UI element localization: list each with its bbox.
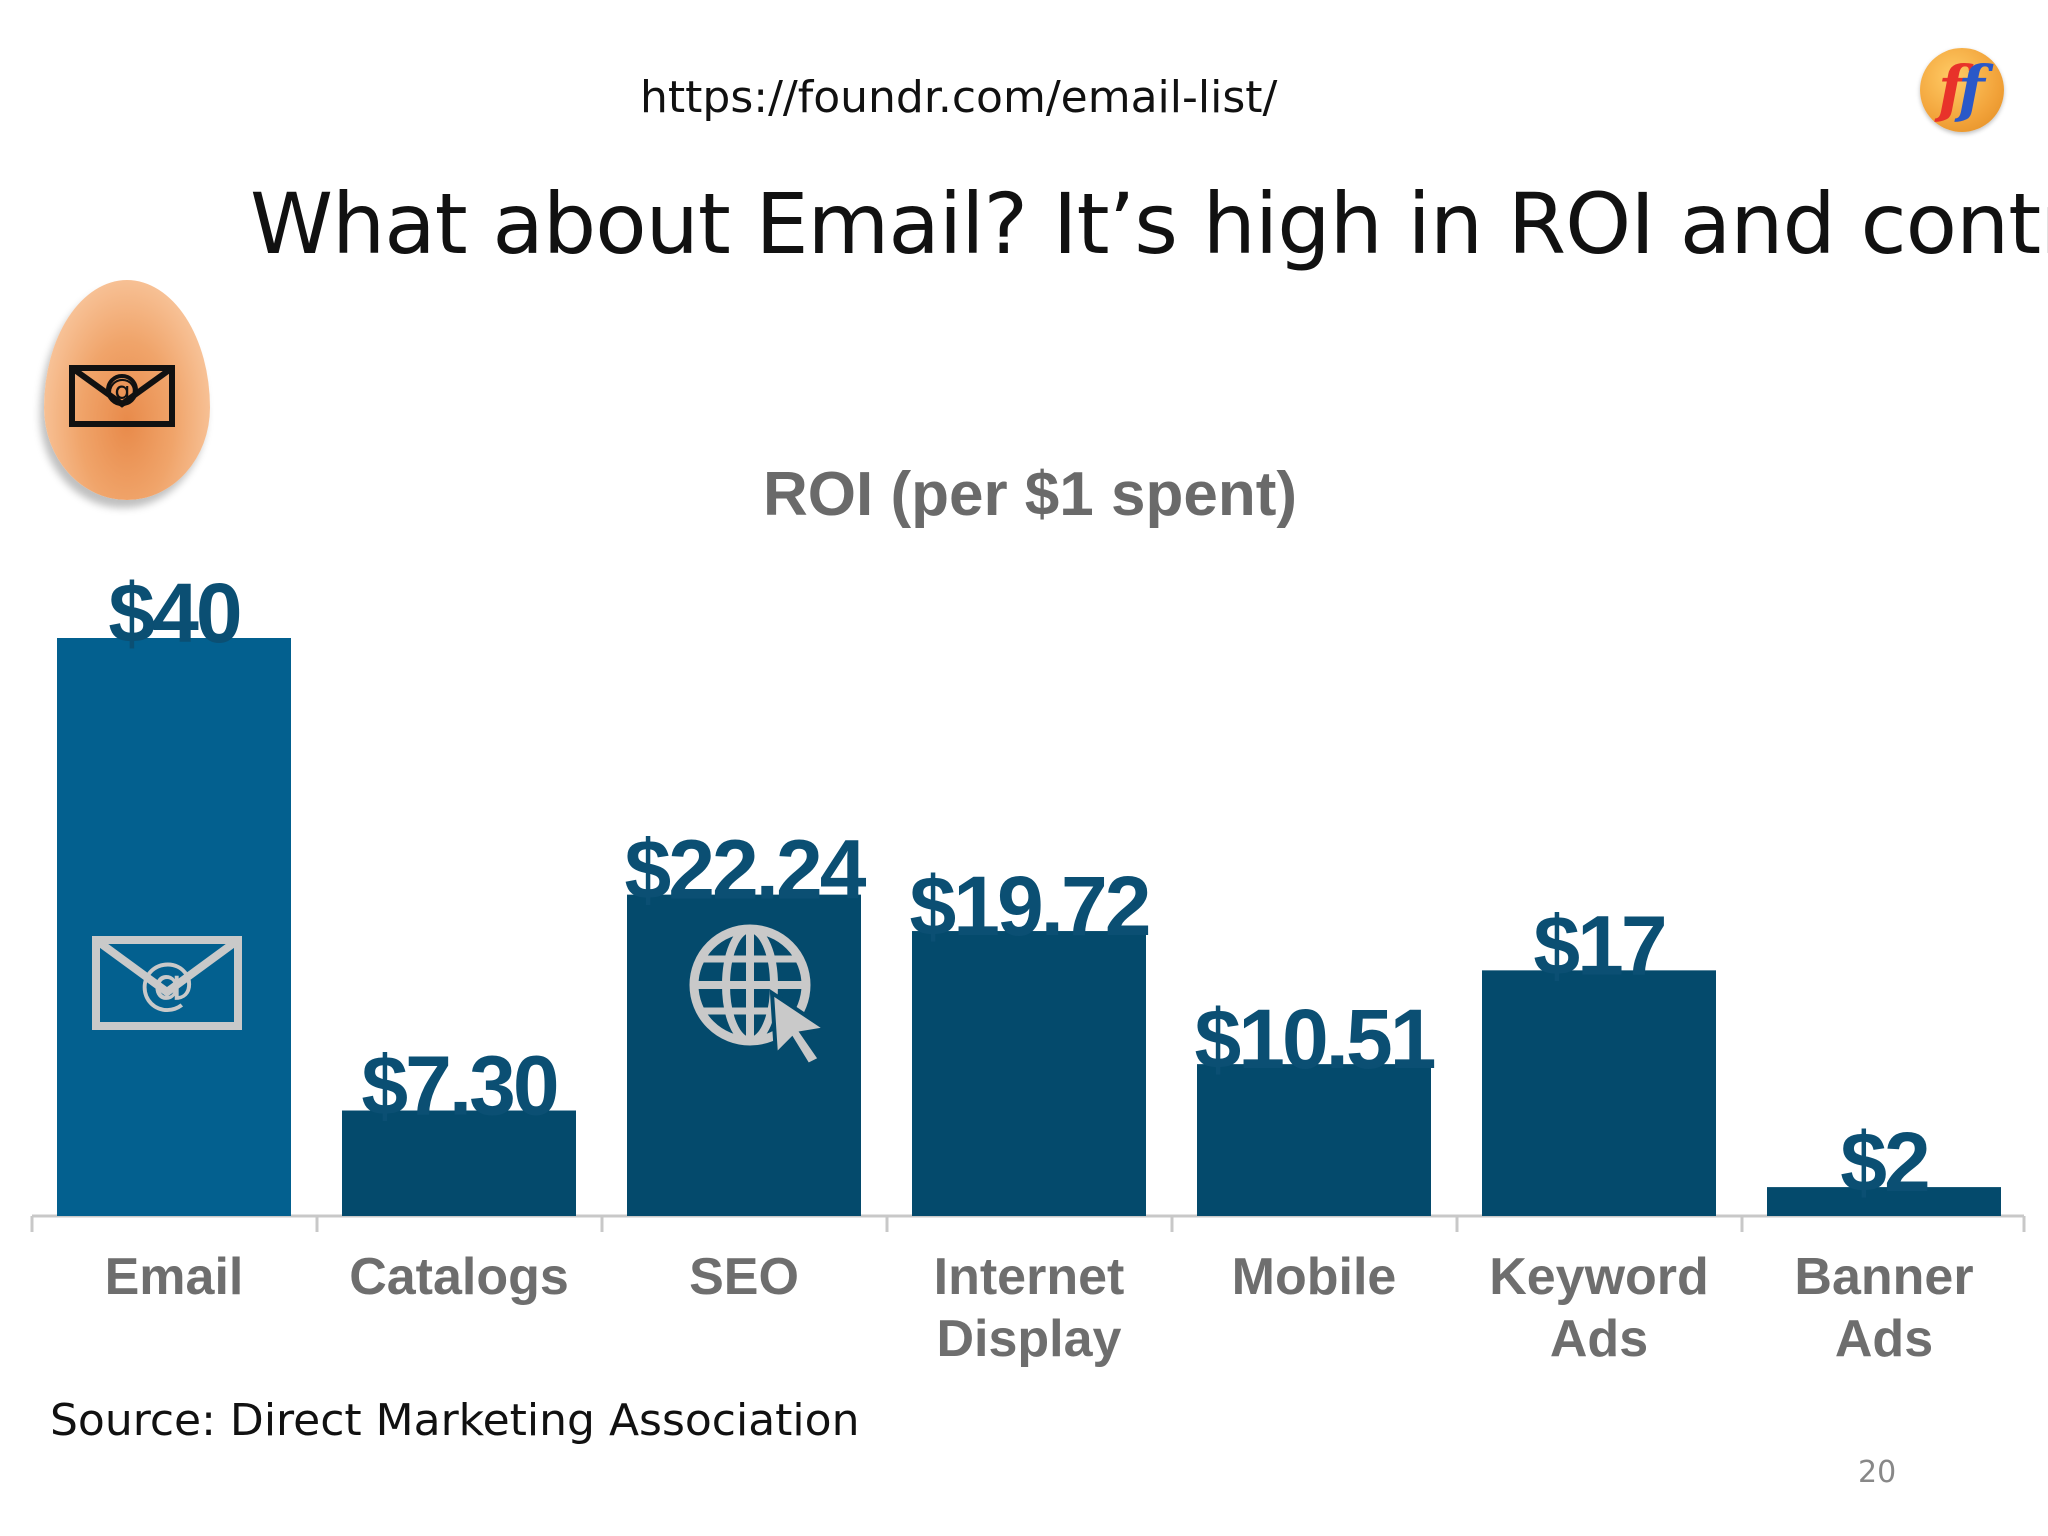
email-envelope-icon: @ — [69, 365, 175, 427]
bar-value-label: $22.24 — [625, 823, 867, 917]
source-caption: Source: Direct Marketing Association — [50, 1395, 860, 1446]
bar-banner-ads — [1767, 1187, 2001, 1216]
bar-keyword-ads — [1482, 970, 1716, 1216]
svg-text:@: @ — [139, 951, 195, 1016]
category-label: Ads — [1835, 1310, 1933, 1368]
category-label: Mobile — [1232, 1248, 1397, 1306]
bar-value-label: $2 — [1840, 1115, 1928, 1209]
bar-value-label: $10.51 — [1195, 992, 1435, 1086]
bar-seo — [627, 894, 861, 1216]
category-label: Keyword — [1489, 1248, 1709, 1306]
page-number: 20 — [1858, 1455, 1897, 1490]
egg-image: @ — [44, 280, 210, 500]
category-label: Banner — [1794, 1248, 1973, 1306]
bar-catalogs — [342, 1110, 576, 1216]
logo-letter-f2: f — [1958, 52, 1985, 125]
bar-value-label: $19.72 — [910, 859, 1149, 953]
category-label: Internet — [934, 1248, 1125, 1306]
logo-letter-f1: f — [1938, 52, 1965, 125]
slide-title: What about Email? It’s high in ROI and c… — [250, 175, 2048, 273]
category-label: Ads — [1550, 1310, 1648, 1368]
bar-mobile — [1197, 1064, 1431, 1216]
category-label: Display — [937, 1310, 1122, 1368]
ff-logo: f f — [1920, 48, 2004, 132]
bar-value-label: $17 — [1533, 898, 1664, 992]
category-label: Email — [105, 1248, 244, 1306]
email-envelope-icon: @ — [92, 936, 242, 1030]
source-url: https://foundr.com/email-list/ — [640, 72, 1278, 123]
bar-internet-display — [912, 931, 1146, 1216]
category-label: SEO — [689, 1248, 799, 1306]
svg-text:@: @ — [107, 373, 137, 408]
bar-value-label: $7.30 — [361, 1039, 556, 1133]
bar-email — [57, 638, 291, 1216]
bar-value-label: $40 — [108, 566, 239, 660]
category-label: Catalogs — [349, 1248, 569, 1306]
chart-title: ROI (per $1 spent) — [763, 460, 1297, 529]
globe-cursor-icon — [689, 924, 832, 1068]
